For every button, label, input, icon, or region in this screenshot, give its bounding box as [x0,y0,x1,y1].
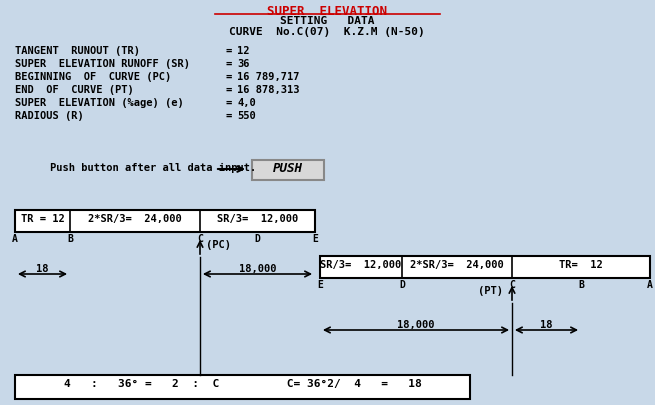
Text: C: C [509,280,515,290]
Text: END  OF  CURVE (PT): END OF CURVE (PT) [15,85,134,95]
Text: A: A [647,280,653,290]
Text: 18,000: 18,000 [397,320,435,330]
Text: BEGINNING  OF  CURVE (PC): BEGINNING OF CURVE (PC) [15,72,171,82]
Text: TR=  12: TR= 12 [559,260,603,270]
Text: 18: 18 [540,320,553,330]
Text: B: B [67,234,73,244]
Text: =: = [225,98,231,108]
Text: B: B [578,280,584,290]
Text: SR/3=  12,000: SR/3= 12,000 [320,260,402,270]
Text: 550: 550 [237,111,255,121]
Text: 18: 18 [36,264,48,274]
Text: TANGENT  RUNOUT (TR): TANGENT RUNOUT (TR) [15,46,140,56]
Text: 12: 12 [237,46,250,56]
Text: =: = [225,46,231,56]
Text: (PT): (PT) [477,286,502,296]
Text: D: D [399,280,405,290]
Text: =: = [225,85,231,95]
Text: D: D [255,234,261,244]
Text: 16 878,313: 16 878,313 [237,85,299,95]
Text: TR = 12: TR = 12 [20,214,64,224]
Text: SUPER  ELEVATION (%age) (e): SUPER ELEVATION (%age) (e) [15,98,184,108]
Text: 4,0: 4,0 [237,98,255,108]
Bar [320,256,650,278]
Text: A: A [12,234,18,244]
FancyBboxPatch shape [252,160,324,180]
Bar [15,210,315,232]
Bar [15,375,470,399]
Text: E: E [312,234,318,244]
Text: =: = [225,59,231,69]
Text: SUPER  ELEVATION: SUPER ELEVATION [267,5,387,18]
Text: PUSH: PUSH [273,162,303,175]
Text: C: C [197,234,203,244]
Text: RADIOUS (R): RADIOUS (R) [15,111,84,121]
Text: =: = [225,72,231,82]
Text: 16 789,717: 16 789,717 [237,72,299,82]
Text: 2*SR/3=  24,000: 2*SR/3= 24,000 [410,260,504,270]
Text: CURVE  No.C(07)  K.Z.M (N-50): CURVE No.C(07) K.Z.M (N-50) [229,27,425,37]
Text: 18,000: 18,000 [239,264,276,274]
Text: SETTING   DATA: SETTING DATA [280,16,374,26]
Text: =: = [225,111,231,121]
Text: E: E [317,280,323,290]
Text: Push button after all data input.: Push button after all data input. [50,163,256,173]
Text: SR/3=  12,000: SR/3= 12,000 [217,214,298,224]
Text: (PC): (PC) [206,240,231,250]
Text: 4   :   36° =   2  :  C          C= 36°2/  4   =   18: 4 : 36° = 2 : C C= 36°2/ 4 = 18 [64,379,421,389]
Text: 2*SR/3=  24,000: 2*SR/3= 24,000 [88,214,182,224]
Text: 36: 36 [237,59,250,69]
Text: SUPER  ELEVATION RUNOFF (SR): SUPER ELEVATION RUNOFF (SR) [15,59,190,69]
